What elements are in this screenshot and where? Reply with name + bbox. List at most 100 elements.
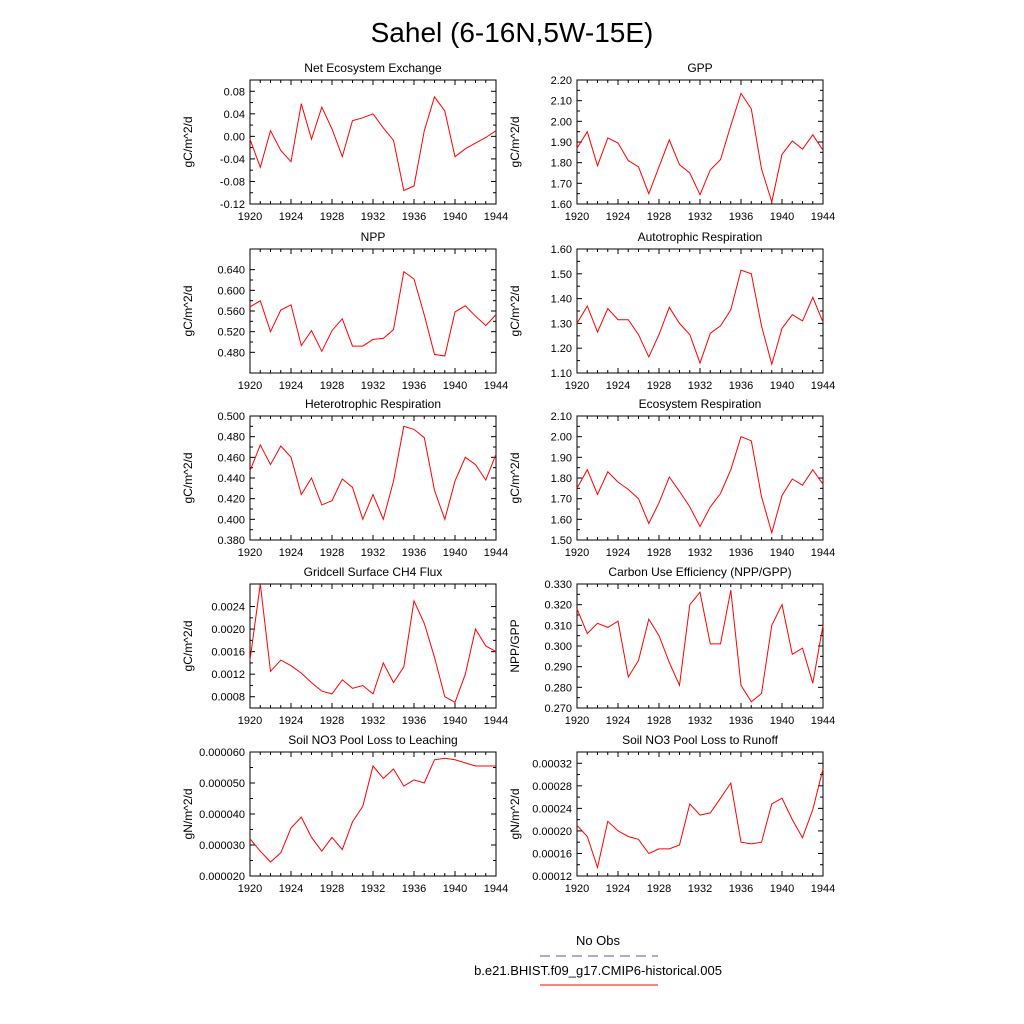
y-tick-label: 1.90	[551, 137, 572, 149]
chart-panel-7: Gridcell Surface CH4 Flux gC/m^2/d 0.0008 0…	[181, 565, 508, 727]
x-tick-label: 1928	[320, 380, 344, 392]
x-tick-label: 1928	[647, 547, 671, 559]
x-tick-label: 1936	[402, 883, 426, 895]
y-tick-label: 0.04	[224, 109, 245, 121]
chart-panel-4: Autotrophic Respiration gC/m^2/d 1.10 1.20 1…	[508, 230, 835, 392]
chart-panels: Net Ecosystem Exchange gC/m^2/d -0.12 -0.08…	[181, 61, 835, 895]
x-tick-label: 1944	[484, 883, 508, 895]
x-tick-label: 1936	[729, 715, 753, 727]
y-tick-label: 0.480	[217, 347, 245, 359]
y-tick-label: 2.00	[551, 432, 572, 444]
x-tick-label: 1944	[484, 547, 508, 559]
x-tick-label: 1932	[688, 380, 712, 392]
series-line	[249, 95, 497, 192]
y-tick-label: 0.0012	[211, 669, 245, 681]
chart-title: Heterotrophic Respiration	[305, 397, 441, 411]
x-tick-label: 1924	[279, 211, 303, 223]
y-tick-label: 0.600	[217, 285, 245, 297]
x-tick-label: 1932	[688, 547, 712, 559]
x-tick-label: 1924	[606, 211, 630, 223]
x-tick-label: 1932	[361, 211, 385, 223]
x-tick-label: 1920	[238, 211, 262, 223]
series-line	[249, 757, 496, 863]
legend-label-model: b.e21.BHIST.f09_g17.CMIP6-historical.005	[474, 963, 722, 978]
x-tick-label: 1944	[484, 380, 508, 392]
x-tick-label: 1940	[770, 547, 794, 559]
y-tick-label: 0.460	[217, 452, 245, 464]
y-tick-label: 0.0024	[211, 602, 245, 614]
x-tick-label: 1924	[279, 380, 303, 392]
x-tick-label: 1932	[361, 883, 385, 895]
x-tick-label: 1936	[729, 883, 753, 895]
y-tick-label: 0.400	[217, 514, 245, 526]
y-tick-label: 0.00024	[532, 803, 572, 815]
y-tick-label: 0.00	[224, 131, 245, 143]
y-tick-label: 1.70	[551, 494, 572, 506]
x-tick-label: 1924	[279, 547, 303, 559]
x-tick-label: 1932	[688, 211, 712, 223]
chart-title: Carbon Use Efficiency (NPP/GPP)	[608, 565, 791, 579]
x-tick-label: 1944	[484, 211, 508, 223]
x-tick-label: 1944	[811, 715, 835, 727]
chart-title: Gridcell Surface CH4 Flux	[304, 565, 443, 579]
x-tick-label: 1920	[565, 211, 589, 223]
y-tick-label: 2.00	[551, 116, 572, 128]
y-tick-label: -0.12	[220, 199, 245, 211]
y-tick-label: 0.0008	[211, 692, 245, 704]
x-tick-label: 1928	[647, 883, 671, 895]
plot-frame	[249, 415, 497, 541]
x-tick-label: 1920	[238, 883, 262, 895]
y-axis-label: gN/m^2/d	[508, 789, 522, 840]
plot-frame	[576, 79, 824, 205]
y-tick-label: 0.500	[217, 411, 245, 423]
x-tick-label: 1944	[811, 547, 835, 559]
y-tick-label: 2.10	[551, 96, 572, 108]
y-tick-label: 0.00028	[532, 781, 572, 793]
x-tick-label: 1936	[402, 715, 426, 727]
y-tick-label: 1.70	[551, 178, 572, 190]
series-line	[576, 436, 824, 535]
x-tick-label: 1940	[443, 547, 467, 559]
x-tick-label: 1940	[770, 883, 794, 895]
y-tick-label: 1.60	[551, 244, 572, 256]
y-axis-label: gC/m^2/d	[181, 621, 195, 672]
y-tick-label: 0.320	[544, 600, 572, 612]
series-line	[576, 590, 824, 703]
y-tick-label: 1.80	[551, 158, 572, 170]
x-tick-label: 1928	[647, 380, 671, 392]
y-tick-label: 0.000050	[199, 778, 245, 790]
y-axis-label: NPP/GPP	[508, 619, 522, 672]
y-tick-label: 1.10	[551, 368, 572, 380]
x-tick-label: 1928	[320, 547, 344, 559]
x-tick-label: 1920	[238, 547, 262, 559]
x-tick-label: 1940	[443, 380, 467, 392]
y-tick-label: 0.310	[544, 620, 572, 632]
y-tick-label: 1.40	[551, 294, 572, 306]
x-tick-label: 1944	[484, 715, 508, 727]
x-tick-label: 1928	[320, 211, 344, 223]
x-tick-label: 1940	[770, 715, 794, 727]
y-tick-label: 0.640	[217, 265, 245, 277]
chart-title: GPP	[687, 61, 712, 75]
x-tick-label: 1944	[811, 211, 835, 223]
x-tick-label: 1920	[565, 883, 589, 895]
x-tick-label: 1920	[238, 715, 262, 727]
x-tick-label: 1928	[647, 211, 671, 223]
page-title: Sahel (6-16N,5W-15E)	[371, 17, 654, 48]
chart-panel-10: Soil NO3 Pool Loss to Runoff gN/m^2/d 0.00…	[508, 733, 835, 895]
x-tick-label: 1940	[770, 380, 794, 392]
series-line	[249, 270, 497, 357]
plot-frame	[576, 751, 824, 877]
x-tick-label: 1932	[361, 715, 385, 727]
y-tick-label: 0.00016	[532, 848, 572, 860]
y-tick-label: 1.30	[551, 318, 572, 330]
y-axis-label: gN/m^2/d	[181, 789, 195, 840]
plot-frame	[249, 751, 497, 877]
chart-panel-1: Net Ecosystem Exchange gC/m^2/d -0.12 -0.08…	[181, 61, 508, 223]
x-tick-label: 1928	[320, 715, 344, 727]
y-tick-label: 0.0016	[211, 647, 245, 659]
x-tick-label: 1936	[729, 547, 753, 559]
y-tick-label: 0.00020	[532, 826, 572, 838]
chart-panel-6: Ecosystem Respiration gC/m^2/d 1.50 1.60 1.7…	[508, 397, 835, 559]
x-tick-label: 1932	[361, 547, 385, 559]
